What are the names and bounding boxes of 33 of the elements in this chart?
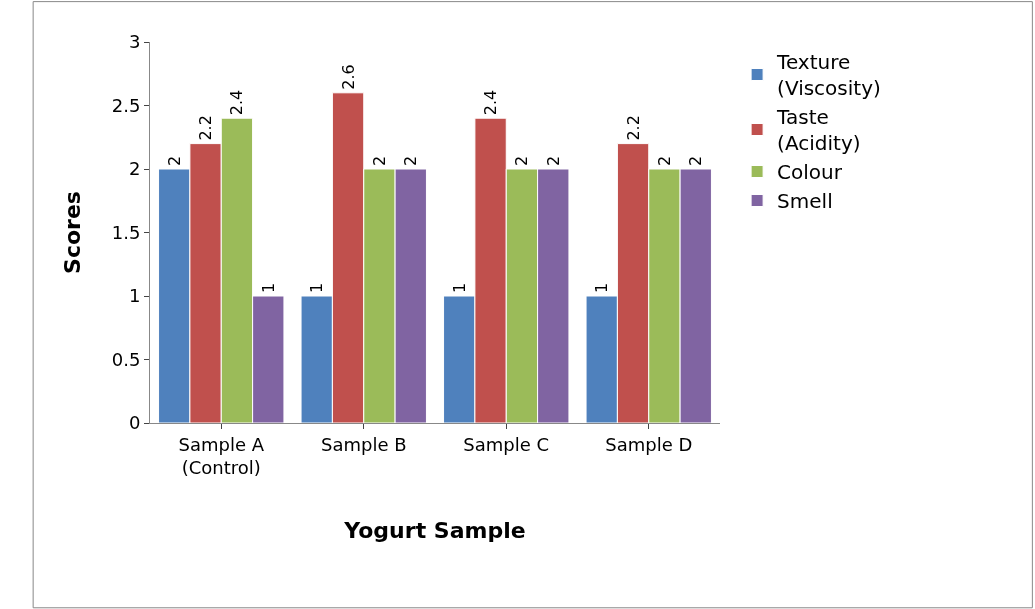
x-tick-label: Sample A (Control) xyxy=(178,433,265,478)
y-tick-label: 1 xyxy=(128,285,141,307)
data-label: 2 xyxy=(369,155,389,166)
legend-label: Colour xyxy=(777,160,843,185)
data-label: 2 xyxy=(164,155,184,166)
data-label: 2 xyxy=(512,155,532,166)
data-label: 2.6 xyxy=(338,64,358,90)
data-label: 2 xyxy=(686,155,706,166)
data-label: 2.2 xyxy=(196,115,216,141)
data-label: 2.4 xyxy=(227,89,247,116)
y-tick-label: 3 xyxy=(128,31,141,53)
data-label: 1 xyxy=(307,282,327,293)
y-tick-label: 0 xyxy=(128,412,141,434)
y-tick-label: 0.5 xyxy=(111,348,141,370)
legend-label: Smell xyxy=(777,189,833,214)
x-tick-label: Sample D xyxy=(605,433,693,455)
legend-label: Taste (Acidity) xyxy=(776,105,861,156)
data-label: 1 xyxy=(449,282,469,293)
legend-label: Texture (Viscosity) xyxy=(776,50,881,101)
x-tick-label: Sample C xyxy=(463,433,550,455)
x-tick-label: Sample B xyxy=(320,433,407,455)
data-label: 2 xyxy=(401,155,421,166)
data-label: 2 xyxy=(543,155,563,166)
data-label: 2 xyxy=(654,155,674,166)
data-label: 1 xyxy=(258,282,278,293)
data-label: 2.4 xyxy=(481,89,501,116)
x-axis-title: Yogurt Sample xyxy=(343,517,526,543)
data-label: 2.2 xyxy=(623,115,643,141)
y-tick-label: 2 xyxy=(128,158,141,180)
y-tick-label: 1.5 xyxy=(111,221,141,243)
y-axis-title: Scores xyxy=(59,191,85,274)
y-tick-label: 2.5 xyxy=(111,94,141,116)
data-label: 1 xyxy=(592,282,612,293)
